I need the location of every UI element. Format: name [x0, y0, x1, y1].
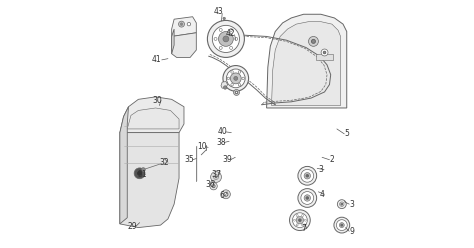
- Circle shape: [223, 36, 229, 42]
- Text: 7: 7: [301, 224, 306, 233]
- Circle shape: [337, 200, 346, 209]
- Text: 4: 4: [319, 190, 325, 199]
- Circle shape: [210, 172, 221, 183]
- Text: 2: 2: [329, 155, 334, 164]
- Circle shape: [238, 84, 241, 86]
- Text: 37: 37: [211, 170, 221, 179]
- Text: 41: 41: [152, 55, 162, 64]
- Text: 30: 30: [152, 96, 162, 105]
- Circle shape: [235, 91, 238, 94]
- Polygon shape: [127, 108, 179, 129]
- Circle shape: [224, 192, 228, 196]
- Circle shape: [187, 22, 191, 26]
- Circle shape: [298, 189, 317, 207]
- Circle shape: [219, 31, 233, 46]
- Circle shape: [301, 169, 314, 182]
- Polygon shape: [266, 14, 347, 108]
- Circle shape: [301, 191, 314, 204]
- Circle shape: [321, 49, 328, 56]
- Circle shape: [337, 220, 347, 231]
- Text: 3: 3: [319, 165, 323, 174]
- Polygon shape: [272, 22, 341, 105]
- Text: 6: 6: [220, 191, 225, 200]
- Circle shape: [298, 166, 317, 185]
- Circle shape: [339, 202, 344, 206]
- Circle shape: [219, 29, 222, 31]
- Circle shape: [299, 219, 301, 221]
- Circle shape: [334, 217, 350, 233]
- Circle shape: [180, 23, 183, 25]
- Circle shape: [341, 203, 343, 205]
- Text: 29: 29: [128, 222, 137, 231]
- Circle shape: [214, 175, 219, 180]
- Circle shape: [304, 195, 310, 201]
- Text: 9: 9: [349, 227, 354, 236]
- Text: 35: 35: [184, 155, 194, 164]
- Circle shape: [210, 183, 217, 190]
- Circle shape: [134, 168, 145, 179]
- Circle shape: [341, 224, 343, 226]
- Circle shape: [306, 197, 309, 199]
- Circle shape: [304, 173, 310, 179]
- Text: 10: 10: [198, 142, 207, 151]
- Circle shape: [242, 77, 245, 80]
- Circle shape: [223, 65, 248, 91]
- Circle shape: [301, 224, 303, 226]
- Circle shape: [219, 46, 222, 49]
- Polygon shape: [120, 97, 184, 133]
- Circle shape: [223, 17, 226, 20]
- Circle shape: [215, 176, 217, 178]
- Circle shape: [141, 168, 145, 172]
- Circle shape: [323, 51, 326, 54]
- Circle shape: [231, 84, 233, 86]
- Circle shape: [137, 171, 142, 175]
- Circle shape: [301, 215, 303, 217]
- Polygon shape: [172, 33, 196, 58]
- Circle shape: [292, 213, 307, 228]
- Circle shape: [231, 71, 233, 73]
- Circle shape: [311, 39, 315, 43]
- Circle shape: [238, 71, 241, 73]
- Circle shape: [339, 223, 344, 228]
- Circle shape: [227, 77, 229, 80]
- Circle shape: [227, 69, 245, 88]
- Circle shape: [229, 29, 233, 31]
- Circle shape: [212, 25, 239, 53]
- Circle shape: [309, 36, 319, 46]
- Circle shape: [306, 175, 309, 177]
- Polygon shape: [120, 133, 179, 228]
- Text: 31: 31: [137, 170, 147, 179]
- Circle shape: [221, 190, 230, 199]
- Circle shape: [290, 210, 310, 231]
- Circle shape: [230, 73, 241, 84]
- Text: 3: 3: [349, 200, 354, 209]
- Text: 40: 40: [217, 127, 227, 136]
- Circle shape: [293, 219, 295, 221]
- Circle shape: [296, 224, 298, 226]
- Circle shape: [223, 86, 227, 89]
- Circle shape: [234, 90, 239, 95]
- Polygon shape: [172, 29, 174, 54]
- Text: 36: 36: [205, 180, 215, 189]
- Circle shape: [235, 37, 238, 40]
- Text: 43: 43: [214, 7, 223, 16]
- Text: 39: 39: [222, 155, 232, 164]
- Polygon shape: [221, 82, 228, 88]
- Circle shape: [179, 21, 184, 27]
- Circle shape: [234, 76, 238, 80]
- Circle shape: [229, 46, 233, 49]
- Circle shape: [304, 219, 306, 221]
- Polygon shape: [172, 17, 196, 36]
- Bar: [316, 54, 333, 60]
- Circle shape: [296, 215, 298, 217]
- Circle shape: [214, 37, 217, 40]
- Text: 5: 5: [344, 129, 349, 138]
- Text: 42: 42: [226, 30, 236, 38]
- Circle shape: [296, 217, 303, 224]
- Polygon shape: [120, 107, 128, 224]
- Text: 38: 38: [216, 138, 226, 147]
- Text: 32: 32: [159, 158, 169, 167]
- Circle shape: [208, 20, 245, 58]
- Circle shape: [212, 185, 215, 188]
